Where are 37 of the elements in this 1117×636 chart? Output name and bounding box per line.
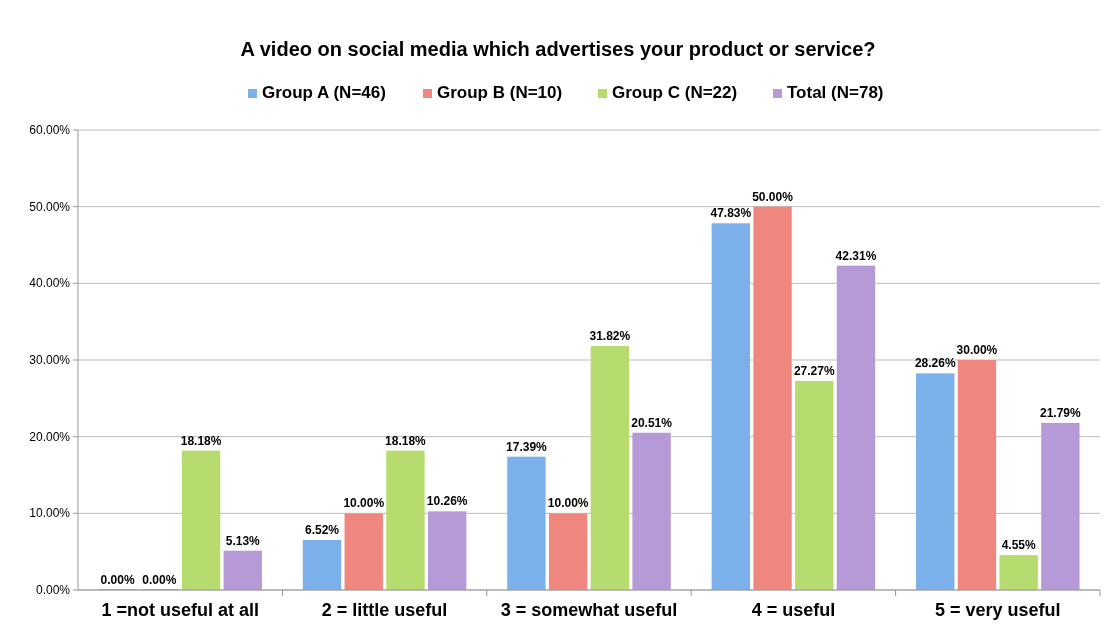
y-tick-label: 30.00% [29, 353, 71, 367]
data-label: 42.31% [835, 248, 877, 263]
data-label: 47.83% [710, 206, 752, 221]
data-label: 50.00% [752, 189, 794, 204]
x-tick-label: 5 = very useful [935, 600, 1061, 620]
legend-label: Group A (N=46) [262, 83, 386, 102]
data-label: 30.00% [956, 343, 998, 357]
data-label: 4.55% [1001, 538, 1036, 553]
data-label: 21.79% [1040, 405, 1082, 420]
data-label: 18.18% [180, 433, 222, 448]
legend-label: Total (N=78) [787, 83, 884, 102]
y-tick-label: 0.00% [35, 583, 71, 597]
legend-label: Group B (N=10) [437, 83, 563, 102]
x-tick-label: 4 = useful [751, 600, 836, 620]
legend-label: Group C (N=22) [612, 83, 738, 102]
data-label: 0.00% [142, 573, 177, 587]
y-tick-label: 60.00% [29, 123, 71, 137]
data-label: 17.39% [506, 439, 548, 454]
y-tick-label: 20.00% [29, 429, 71, 444]
x-tick-label: 2 = little useful [321, 600, 448, 620]
y-tick-label: 40.00% [29, 276, 71, 291]
data-label: 27.27% [793, 363, 835, 378]
data-label: 5.13% [225, 533, 261, 548]
data-label: 6.52% [305, 523, 340, 538]
data-label: 31.82% [589, 329, 631, 344]
y-tick-label: 10.00% [29, 506, 71, 521]
data-label: 10.00% [547, 496, 589, 511]
chart-title: A video on social media which advertises your product or service? [240, 38, 876, 60]
data-label: 10.00% [343, 496, 385, 511]
data-label: 0.00% [100, 573, 135, 587]
x-tick-label: 1 =not useful at all [101, 600, 259, 620]
x-tick-label: 3 = somewhat useful [500, 600, 678, 620]
data-label: 28.26% [914, 356, 956, 371]
data-label: 18.18% [385, 433, 427, 448]
data-label: 20.51% [631, 415, 673, 430]
data-label: 10.26% [426, 494, 468, 509]
y-tick-label: 50.00% [29, 199, 71, 214]
